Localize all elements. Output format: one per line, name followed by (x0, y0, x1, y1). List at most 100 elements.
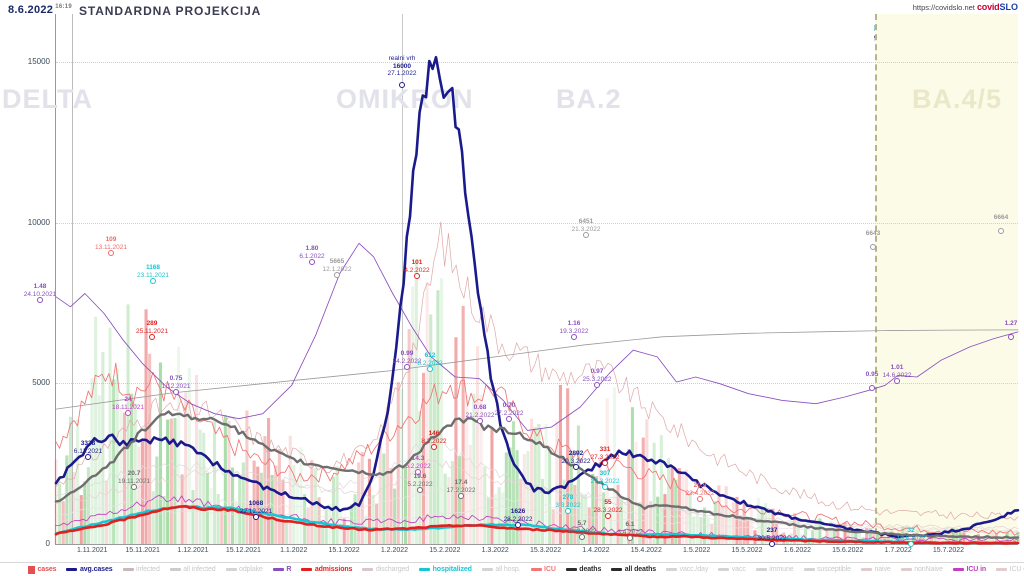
case-bar (670, 465, 674, 544)
legend-item-odplake[interactable]: odplake (225, 566, 263, 573)
case-bar (584, 494, 588, 544)
chart-annotation: 1068 22.12.2021 (240, 500, 273, 515)
legend-item-cases[interactable]: cases (28, 565, 57, 574)
case-bar (922, 533, 926, 544)
annotation-marker (697, 496, 703, 502)
legend-swatch (718, 568, 730, 571)
case-bar (422, 372, 426, 544)
legend-item-immune[interactable]: immune (755, 566, 794, 573)
legend-item-icu-in[interactable]: ICU in (952, 566, 986, 573)
chart-annotation: 1168 23.11.2021 (137, 264, 169, 279)
series-all-hosp (55, 488, 1019, 532)
legend-label: infected (136, 566, 160, 573)
annotation-marker (404, 364, 410, 370)
case-bar (137, 446, 141, 544)
case-bar (558, 385, 562, 544)
x-axis-tick-label: 15.7.2022 (932, 547, 965, 554)
legend-item-icu[interactable]: ICU (530, 566, 556, 573)
case-bar (90, 378, 94, 544)
case-bar (285, 516, 289, 544)
legend-swatch (272, 568, 284, 571)
legend-item-all-hosp[interactable]: all hosp. (481, 566, 521, 573)
legend-item-hospitalized[interactable]: hospitalized (419, 566, 472, 573)
variant-watermark: BA.2 (556, 84, 622, 114)
annotation-marker (414, 273, 420, 279)
annotation-value: 55 (604, 499, 612, 506)
case-bar (432, 360, 436, 544)
legend-item-nonnaive[interactable]: nonNaive (900, 566, 943, 573)
case-bar (605, 398, 609, 544)
case-bar (537, 424, 541, 544)
legend-item-icu-out[interactable]: ICU out (996, 566, 1024, 573)
chart-annotation: 331 27.3.2022 (591, 446, 620, 461)
x-axis-tick-label: 15.5.2022 (731, 547, 763, 554)
legend-item-infected[interactable]: infected (122, 566, 160, 573)
case-bar (270, 475, 274, 544)
case-bar (274, 465, 278, 544)
annotation-marker (427, 366, 433, 372)
legend-item-r[interactable]: R (272, 566, 291, 573)
case-bar (630, 407, 634, 544)
case-bar (144, 309, 148, 544)
annotation-value: 331 (599, 446, 611, 453)
legend-item-deaths[interactable]: deaths (565, 566, 601, 573)
legend-item-all-infected[interactable]: all infected (169, 566, 216, 573)
case-bar (213, 421, 217, 544)
case-bar (515, 450, 519, 544)
forecast-region (875, 14, 1018, 544)
chart-annotation: 0.75 1.12.2021 (162, 375, 191, 390)
legend-item-avg-cases[interactable]: avg.cases (66, 566, 113, 573)
annotation-marker (477, 418, 483, 424)
variant-watermark: BA.4/5 (912, 84, 1003, 114)
annotation-marker (458, 493, 464, 499)
case-bar (403, 465, 407, 544)
legend-item-vacc[interactable]: vacc (718, 566, 746, 573)
case-bar (847, 527, 851, 544)
case-bar (429, 314, 433, 544)
case-bar (321, 520, 325, 544)
site-url[interactable]: https://covidslo.net covidSLO (913, 2, 1018, 12)
case-bar (602, 492, 606, 544)
series-admissions (54, 505, 1020, 545)
chart-annotation: 14.3 5.2.2022 (405, 455, 430, 470)
chart-annotation: 612 8.2.2022 (417, 352, 442, 367)
legend-item-discharged[interactable]: discharged (362, 566, 409, 573)
annotation-date: 24.10.2021 (23, 290, 57, 298)
case-bar (450, 461, 454, 544)
case-bar (61, 501, 65, 544)
case-bar (501, 492, 505, 544)
case-bar (68, 416, 72, 544)
case-bar (158, 362, 162, 544)
series-all-infected (55, 329, 1019, 410)
annotation-value: 0.75 (169, 375, 183, 382)
case-bar (897, 533, 901, 544)
legend-swatch (996, 568, 1008, 571)
legend-item-susceptible[interactable]: susceptible (803, 566, 851, 573)
case-bar (796, 517, 800, 544)
case-bar (591, 473, 595, 544)
annotation-value: 146 (428, 430, 440, 437)
legend-item-naive[interactable]: naive (860, 566, 891, 573)
legend-item-all-deaths[interactable]: all deaths (611, 566, 656, 573)
x-axis-tick-label: 1.12.2021 (177, 547, 209, 554)
case-bar (310, 459, 314, 544)
legend-item-admissions[interactable]: admissions (301, 566, 352, 573)
case-bar (83, 481, 87, 544)
annotation-value: 32 (907, 527, 915, 534)
annotation-marker (573, 464, 579, 470)
annotation-value: 1626 (510, 508, 526, 515)
case-bar (681, 475, 685, 544)
case-bar (465, 395, 469, 544)
case-bar (573, 485, 577, 544)
case-bar (162, 496, 166, 544)
case-bar (973, 536, 977, 544)
chart-legend: cases avg.cases infected all infected odplak… (0, 562, 1024, 576)
annotation-marker (125, 410, 131, 416)
case-bar (519, 478, 523, 544)
case-bar (706, 518, 710, 544)
annotation-date: 5.2.2022 (407, 480, 433, 488)
legend-swatch (481, 568, 493, 571)
case-bar (1005, 532, 1009, 544)
chart-annotation: 289 25.11.2021 (136, 320, 168, 335)
legend-item-vacc-day[interactable]: vacc./day (666, 566, 708, 573)
